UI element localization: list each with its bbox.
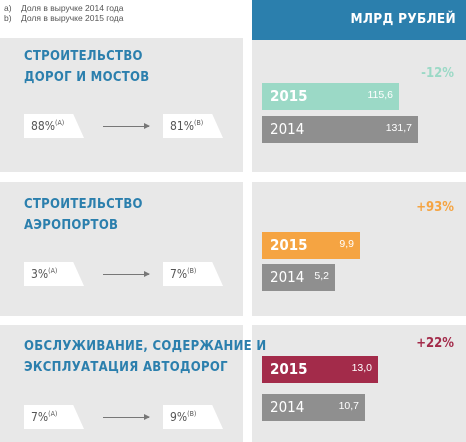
share-2015-value: 81%(В) <box>170 119 203 133</box>
share-2015-value: 9%(В) <box>170 410 196 424</box>
share-2014-badge: 88%(А) <box>24 114 84 138</box>
bar-value-label: 9,9 <box>339 238 354 250</box>
footnotes: a) Доля в выручке 2014 года b) Доля в вы… <box>4 3 123 23</box>
share-value-text: 88% <box>31 119 55 133</box>
footnote-mark-a: (А) <box>48 410 58 418</box>
share-value-text: 81% <box>170 119 194 133</box>
sector-panel <box>0 38 243 172</box>
share-2015-value: 7%(В) <box>170 267 196 281</box>
sector-title: ОБСЛУЖИВАНИЕ, СОДЕРЖАНИЕ И ЭКСПЛУАТАЦИЯ А… <box>24 336 266 378</box>
bar-year-label: 2015 <box>270 360 308 378</box>
bar-value-label: 5,2 <box>314 270 329 282</box>
arrow-icon <box>103 414 150 420</box>
change-label: +93% <box>416 200 454 215</box>
share-2014-badge: 7%(А) <box>24 405 84 429</box>
bar-year-label: 2014 <box>270 268 305 286</box>
bar-year-label: 2015 <box>270 87 308 105</box>
footnote-mark-b: (В) <box>187 267 197 275</box>
footnote-b: b) Доля в выручке 2015 года <box>4 13 123 23</box>
footnote-mark-a: (А) <box>48 267 58 275</box>
bar-year-label: 2014 <box>270 120 305 138</box>
change-label: +22% <box>416 336 454 351</box>
footnote-mark-b: (В) <box>187 410 197 418</box>
bar-2014: 2014 131,7 <box>262 116 418 143</box>
bar-value-label: 13,0 <box>351 362 372 374</box>
sector-title: СТРОИТЕЛЬСТВО ДОРОГ И МОСТОВ <box>24 46 149 88</box>
bar-value-label: 115,6 <box>367 89 394 101</box>
share-value-text: 7% <box>31 410 49 424</box>
title-line: СТРОИТЕЛЬСТВО <box>24 49 143 64</box>
share-2015-badge: 9%(В) <box>163 405 223 429</box>
bar-value-label: 10,7 <box>338 400 359 412</box>
bar-2015: 2015 115,6 <box>262 83 399 110</box>
share-value-text: 9% <box>170 410 188 424</box>
share-value-text: 7% <box>170 267 188 281</box>
footnote-key: a) <box>4 3 12 13</box>
chart-panel <box>252 325 466 442</box>
footnote-mark-a: (А) <box>55 119 65 127</box>
share-2014-value: 88%(А) <box>31 119 64 133</box>
title-line: ЭКСПЛУАТАЦИЯ АВТОДОРОГ <box>24 360 228 375</box>
arrow-icon <box>103 271 150 277</box>
footnote-mark-b: (В) <box>194 119 204 127</box>
title-line: АЭРОПОРТОВ <box>24 218 119 233</box>
bar-2015: 2015 13,0 <box>262 356 378 383</box>
footnote-key: b) <box>4 13 12 23</box>
bar-year-label: 2015 <box>270 236 308 254</box>
title-line: СТРОИТЕЛЬСТВО <box>24 197 143 212</box>
share-2014-value: 3%(А) <box>31 267 57 281</box>
bar-2015: 2015 9,9 <box>262 232 360 259</box>
bar-2014: 2014 5,2 <box>262 264 335 291</box>
bar-year-label: 2014 <box>270 398 305 416</box>
arrow-icon <box>103 123 150 129</box>
bar-2014: 2014 10,7 <box>262 394 365 421</box>
share-value-text: 3% <box>31 267 49 281</box>
bar-value-label: 131,7 <box>385 122 412 134</box>
share-2014-badge: 3%(А) <box>24 262 84 286</box>
footnote-text: Доля в выручке 2015 года <box>21 13 124 23</box>
share-2015-badge: 7%(В) <box>163 262 223 286</box>
sector-panel <box>0 182 243 316</box>
share-2015-badge: 81%(В) <box>163 114 223 138</box>
unit-header: МЛРД РУБЛЕЙ <box>252 0 466 40</box>
change-label: -12% <box>421 66 454 81</box>
footnote-a: a) Доля в выручке 2014 года <box>4 3 123 13</box>
sector-title: СТРОИТЕЛЬСТВО АЭРОПОРТОВ <box>24 194 143 236</box>
title-line: ОБСЛУЖИВАНИЕ, СОДЕРЖАНИЕ И <box>24 339 267 354</box>
footnote-text: Доля в выручке 2014 года <box>21 3 124 13</box>
title-line: ДОРОГ И МОСТОВ <box>24 70 150 85</box>
unit-label: МЛРД РУБЛЕЙ <box>350 11 456 27</box>
share-2014-value: 7%(А) <box>31 410 57 424</box>
